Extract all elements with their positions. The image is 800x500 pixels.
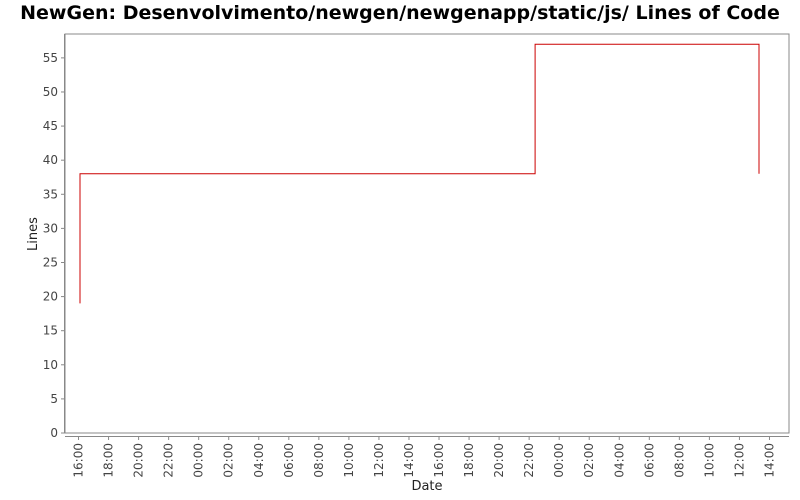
x-tick-label: 22:00 bbox=[522, 443, 536, 478]
y-tick-label: 10 bbox=[43, 358, 58, 372]
x-tick-label: 00:00 bbox=[552, 443, 566, 478]
y-tick-label: 50 bbox=[43, 85, 58, 99]
x-tick-label: 18:00 bbox=[462, 443, 476, 478]
y-tick-label: 25 bbox=[43, 255, 58, 269]
x-tick-label: 14:00 bbox=[402, 443, 416, 478]
x-tick-label: 06:00 bbox=[282, 443, 296, 478]
y-tick-label: 40 bbox=[43, 153, 58, 167]
x-tick-label: 20:00 bbox=[132, 443, 146, 478]
x-tick-label: 14:00 bbox=[762, 443, 776, 478]
x-tick-label: 02:00 bbox=[582, 443, 596, 478]
x-tick-label: 10:00 bbox=[342, 443, 356, 478]
x-tick-label: 08:00 bbox=[672, 443, 686, 478]
chart-title: NewGen: Desenvolvimento/newgen/newgenapp… bbox=[20, 2, 780, 24]
y-tick-label: 15 bbox=[43, 324, 58, 338]
x-tick-label: 12:00 bbox=[372, 443, 386, 478]
plot-area bbox=[64, 33, 790, 434]
x-tick-label: 10:00 bbox=[702, 443, 716, 478]
series-line bbox=[79, 43, 760, 304]
x-tick-label: 04:00 bbox=[252, 443, 266, 478]
x-tick-label: 18:00 bbox=[102, 443, 116, 478]
x-tick-label: 08:00 bbox=[312, 443, 326, 478]
y-tick-label: 55 bbox=[43, 51, 58, 65]
x-tick-label: 20:00 bbox=[492, 443, 506, 478]
x-tick-label: 12:00 bbox=[732, 443, 746, 478]
x-tick-label: 02:00 bbox=[222, 443, 236, 478]
x-tick-label: 22:00 bbox=[162, 443, 176, 478]
y-tick-label: 30 bbox=[43, 221, 58, 235]
y-tick-label: 0 bbox=[50, 426, 58, 440]
y-tick-label: 45 bbox=[43, 119, 58, 133]
y-tick-label: 20 bbox=[43, 290, 58, 304]
y-axis-label: Lines bbox=[26, 217, 41, 251]
y-tick-label: 5 bbox=[50, 392, 58, 406]
x-tick-label: 06:00 bbox=[642, 443, 656, 478]
x-tick-label: 00:00 bbox=[192, 443, 206, 478]
x-tick-label: 04:00 bbox=[612, 443, 626, 478]
x-axis-label: Date bbox=[411, 479, 442, 494]
y-tick-label: 35 bbox=[43, 187, 58, 201]
x-tick-label: 16:00 bbox=[432, 443, 446, 478]
x-tick-label: 16:00 bbox=[72, 443, 86, 478]
